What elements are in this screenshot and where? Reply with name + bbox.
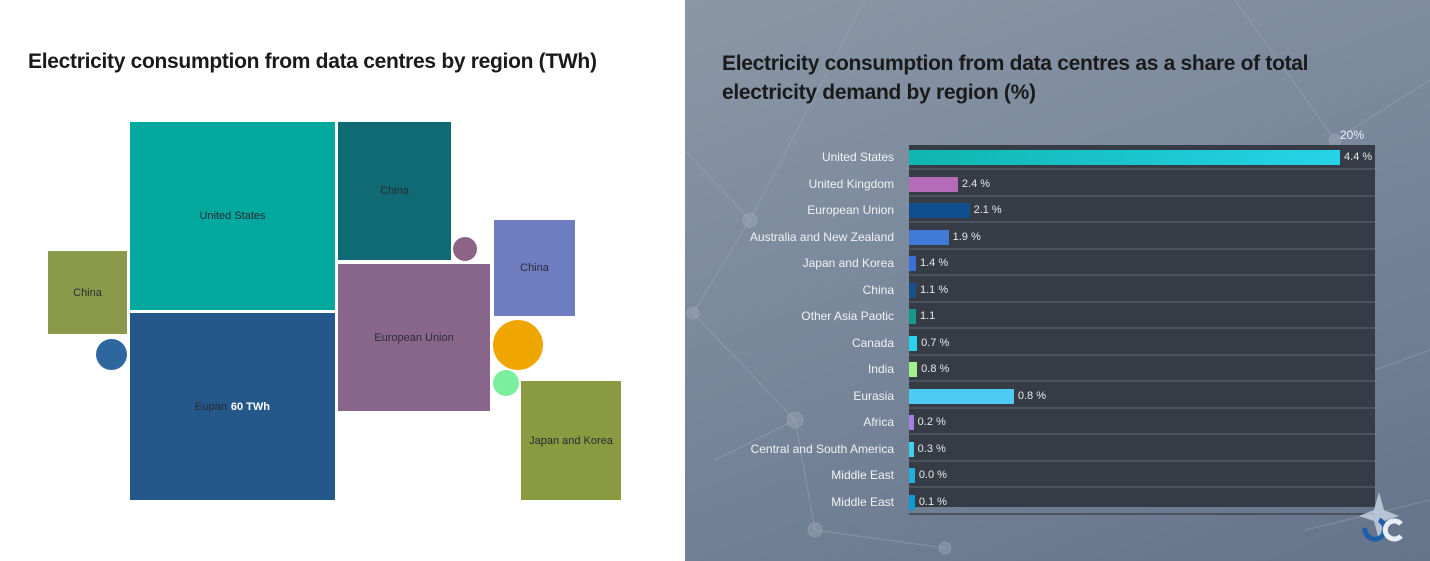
bar [909,441,914,457]
bar [909,309,916,324]
network-background [685,0,1430,555]
bar-value-label: 1.1 [919,310,936,322]
bar-row: 1.9 % [909,226,1375,250]
region-block: China [48,251,127,334]
bar-row: 2.4 % [909,173,1375,197]
bar [909,415,914,430]
bar-value-label: 0.1 % [918,495,947,508]
bar-value-label: 1.4 % [919,257,949,269]
bar [909,335,918,351]
axis-max-label: 20% [1340,128,1365,142]
region-block: China [494,220,575,316]
bar-row: 2.1 % [909,199,1375,223]
bar-row: 1.4 % [909,252,1375,276]
category-label: Canada [851,335,894,350]
block-label: United States [199,210,266,222]
category-label: Central and South America [750,441,894,456]
category-label: European Union [807,203,894,217]
category-label: Middle East [831,494,894,509]
bar-value-label: 0.0 % [918,469,947,481]
bar-row: 0.8 % [909,358,1375,382]
region-block: Eupan 60 TWh [130,313,335,500]
bar-value-label: 0.8 % [1017,389,1046,402]
block-label: China [380,185,409,197]
bar-row: 0.8 % [909,385,1375,409]
left-chart-title: Electricity consumption from data centre… [28,50,597,73]
bar-row: 0.7 % [909,332,1375,356]
bubble [493,370,519,396]
bar [909,150,1341,165]
block-label: China [520,262,549,274]
left-panel: Electricity consumption from data centre… [0,0,684,561]
bar-row: 4.4 % [909,146,1375,170]
category-label: United Kingdom [808,176,894,191]
bubble [96,339,127,370]
bar-value-label: 2.4 % [961,177,991,190]
bar-value-label: 0.2 % [917,416,946,428]
bar [909,362,918,377]
bar-row: 0.1 % [909,491,1375,515]
bar [909,256,916,271]
category-label: India [867,362,894,376]
bar-plot-area: 4.4 % 2.4 % 2.1 % 1.9 % 1.4 % 1.1 % 1.1 0.7 % 0.… [909,145,1375,515]
bar-value-label: 0.7 % [921,336,950,349]
bubble [453,237,477,261]
bar-row: 0.2 % [909,411,1375,435]
right-chart-title: Electricity consumption from data centre… [722,52,1309,104]
bar-value-label: 0.3 % [917,442,946,455]
category-label: Japan and Korea [802,256,894,270]
region-block: European Union [338,264,490,411]
category-label: Eurasia [853,388,894,403]
block-label: Japan and Korea [529,434,613,447]
category-label: Australia and New Zealand [749,229,894,244]
category-label: Africa [863,415,894,429]
block-label: Eupan [195,400,227,413]
bar [909,282,916,298]
bar-value-label: 1.9 % [952,230,981,243]
category-label: China [862,282,894,297]
category-label: United States [821,150,894,164]
bar-value-label: 2.1 % [973,204,1002,216]
bar-row: 1.1 % [909,279,1375,303]
bar-row: 0.3 % [909,438,1375,462]
bar [909,176,958,192]
block-label: China [73,286,102,299]
block-label: European Union [374,331,454,344]
category-label: Middle East [831,468,894,482]
bar [909,468,915,483]
bar [909,494,915,510]
logo-icon [1359,492,1403,542]
bar-value-label: 0.8 % [921,363,950,375]
bar-row: 1.1 [909,305,1375,329]
bar [909,229,949,245]
bar-row: 0.0 % [909,464,1375,488]
bar-value-label: 1.1 % [919,283,949,296]
bar [909,388,1014,404]
bubble [493,320,543,370]
bar-value-label: 4.4 % [1344,151,1373,163]
region-block: United States [130,122,335,310]
region-block: Japan and Korea [521,381,621,500]
block-value: 60 TWh [230,400,270,413]
region-block: China [338,122,451,260]
bar [909,203,970,218]
right-panel: Electricity consumption from data centre… [685,0,1430,561]
category-label: Other Asia Paotic [801,309,894,323]
